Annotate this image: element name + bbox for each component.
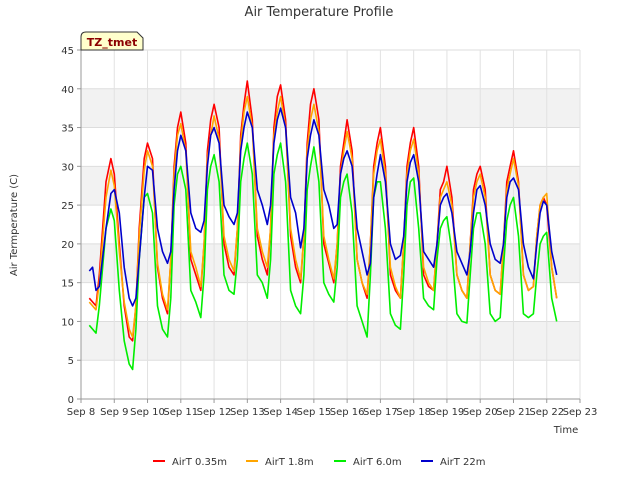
y-tick-label: 5 xyxy=(68,356,74,367)
x-tick-label: Sep 19 xyxy=(430,407,465,418)
legend-label: AirT 22m xyxy=(440,457,485,468)
y-tick-label: 25 xyxy=(61,201,74,212)
series-line-airt-6-0m xyxy=(88,142,558,371)
legend: AirT 0.35m AirT 1.8m AirT 6.0m AirT 22m xyxy=(153,457,485,468)
site-badge: TZ_tmet xyxy=(80,31,144,51)
background-band xyxy=(81,321,580,361)
x-tick-label: Sep 18 xyxy=(396,407,431,418)
y-tick-label: 45 xyxy=(61,46,74,57)
site-badge-label: TZ_tmet xyxy=(87,36,137,49)
x-tick-label: Sep 14 xyxy=(263,407,298,418)
series-layer xyxy=(88,80,558,371)
x-tick-label: Sep 22 xyxy=(529,407,564,418)
plot-background xyxy=(81,50,580,399)
legend-label: AirT 6.0m xyxy=(353,457,402,468)
y-axis-label: Air Termperature (C) xyxy=(9,174,20,276)
x-tick-label: Sep 17 xyxy=(363,407,398,418)
x-tick-label: Sep 8 xyxy=(67,407,95,418)
legend-label: AirT 1.8m xyxy=(265,457,314,468)
background-band xyxy=(81,166,580,206)
x-axis-label: Time xyxy=(553,425,578,436)
y-tick-label: 10 xyxy=(61,317,74,328)
legend-label: AirT 0.35m xyxy=(172,457,227,468)
y-tick-label: 40 xyxy=(61,85,74,96)
y-tick-label: 20 xyxy=(61,240,74,251)
chart-title: Air Temperature Profile xyxy=(245,5,394,20)
x-tick-label: Sep 13 xyxy=(230,407,265,418)
series-line-airt-22m xyxy=(88,107,558,307)
x-tick-label: Sep 10 xyxy=(130,407,165,418)
x-tick-label: Sep 16 xyxy=(330,407,365,418)
x-tick-label: Sep 12 xyxy=(197,407,232,418)
y-tick-label: 15 xyxy=(61,279,74,290)
x-tick-label: Sep 15 xyxy=(296,407,331,418)
x-tick-label: Sep 9 xyxy=(100,407,128,418)
grid-lines xyxy=(80,49,581,400)
y-tick-label: 30 xyxy=(61,162,74,173)
x-tick-label: Sep 23 xyxy=(563,407,598,418)
y-tick-label: 35 xyxy=(61,124,74,135)
y-tick-label: 0 xyxy=(68,395,74,406)
background-band xyxy=(81,88,580,128)
x-tick-label: Sep 20 xyxy=(463,407,498,418)
x-tick-label: Sep 21 xyxy=(496,407,531,418)
x-tick-label: Sep 11 xyxy=(163,407,198,418)
